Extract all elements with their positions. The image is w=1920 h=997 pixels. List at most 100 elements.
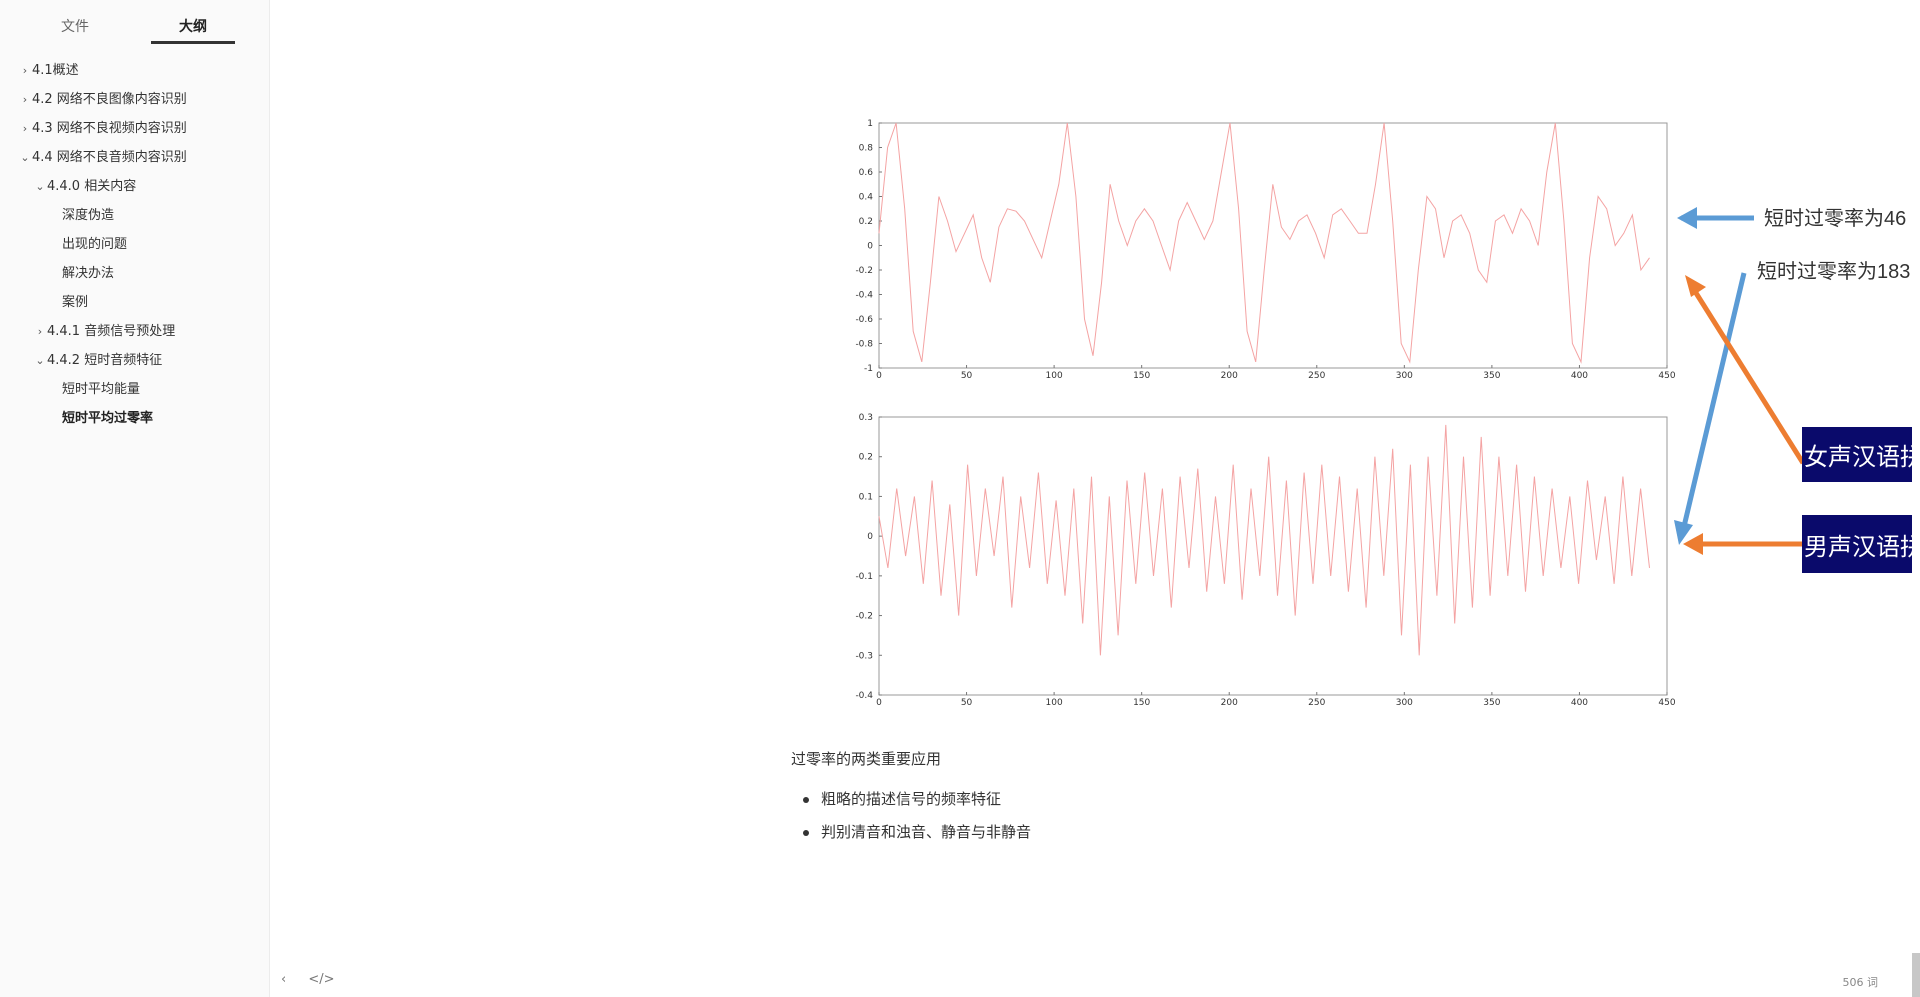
- outline-item-label: 4.3 网络不良视频内容识别: [32, 121, 187, 136]
- x-tick-label: 50: [961, 698, 973, 708]
- chart-bottom-ticks: 0 50 100 150 200 250 300 350 400 4500.30.20.10-0.…: [855, 413, 1675, 708]
- outline-item-label: 4.4.1 音频信号预处理: [47, 324, 176, 339]
- y-tick-label: -0.4: [855, 691, 873, 701]
- male-label: 男声汉语拼音s: [1804, 534, 1920, 561]
- annotation-top: 短时过零率为46: [1764, 207, 1906, 230]
- y-tick-label: -0.2: [855, 612, 873, 622]
- paragraph: 过零率的两类重要应用: [791, 750, 942, 768]
- y-tick-label: 0.2: [859, 453, 873, 463]
- male-label-box: [1802, 515, 1912, 573]
- orange-arrowhead-horizontal: [1683, 533, 1703, 555]
- chevron-down-icon[interactable]: ⌄: [35, 354, 45, 367]
- footer-toolbar: ‹ </>: [281, 972, 353, 987]
- y-tick-label: 1: [867, 119, 873, 129]
- x-tick-label: 300: [1396, 698, 1413, 708]
- outline-item-label: 4.4 网络不良音频内容识别: [32, 150, 187, 165]
- y-tick-label: 0: [867, 532, 873, 542]
- x-tick-label: 0: [876, 371, 882, 381]
- chevron-down-icon[interactable]: ⌄: [35, 180, 45, 193]
- x-tick-label: 400: [1571, 371, 1588, 381]
- back-icon[interactable]: ‹: [281, 972, 287, 987]
- list-item-text: 判别清音和浊音、静音与非静音: [821, 823, 1032, 841]
- sidebar: 文件 大纲 › 4.1概述 › 4.2 网络不良图像内容识别 › 4.3 网络不良视频…: [0, 0, 270, 997]
- list-item: 判别清音和浊音、静音与非静音: [791, 816, 1031, 849]
- outline-item-4-4-1[interactable]: › 4.4.1 音频信号预处理: [33, 321, 175, 343]
- chart-top: 0 50 100 150 200 250 300 350 400 450 1 0.8 0.6 0.4 0.2…: [855, 119, 1675, 381]
- female-label-box: [1802, 427, 1912, 482]
- y-tick-label: -1: [864, 364, 873, 374]
- outline-item-label: 4.1概述: [32, 63, 79, 78]
- chevron-down-icon[interactable]: ⌄: [20, 151, 30, 164]
- scrollbar-thumb[interactable]: [1912, 953, 1920, 997]
- chart-bottom-series: [878, 424, 1650, 656]
- y-tick-label: 0.1: [859, 492, 873, 502]
- active-tab-indicator: [151, 41, 235, 44]
- x-tick-label: 250: [1308, 698, 1325, 708]
- y-tick-label: 0: [867, 242, 873, 252]
- outline-item-4-4[interactable]: ⌄ 4.4 网络不良音频内容识别: [18, 147, 187, 169]
- outline-item-4-2[interactable]: › 4.2 网络不良图像内容识别: [18, 89, 187, 111]
- y-tick-label: -0.6: [855, 315, 873, 325]
- y-tick-label: -0.8: [855, 340, 873, 350]
- x-tick-label: 100: [1046, 698, 1063, 708]
- blue-arrowhead-diagonal: [1674, 520, 1693, 545]
- outline-item-label: 4.4.2 短时音频特征: [47, 353, 163, 368]
- x-tick-label: 200: [1221, 371, 1238, 381]
- outline-item-4-1[interactable]: › 4.1概述: [18, 60, 79, 82]
- outline-item-label: 深度伪造: [62, 208, 115, 223]
- outline-item-4-4-2[interactable]: ⌄ 4.4.2 短时音频特征: [33, 350, 162, 372]
- chevron-right-icon[interactable]: ›: [22, 93, 28, 106]
- y-tick-label: 0.2: [859, 217, 873, 227]
- x-tick-label: 350: [1483, 698, 1500, 708]
- x-tick-label: 300: [1396, 371, 1413, 381]
- chevron-right-icon[interactable]: ›: [22, 64, 28, 77]
- x-tick-label: 450: [1658, 371, 1675, 381]
- x-tick-label: 450: [1658, 698, 1675, 708]
- bullet-list: 粗略的描述信号的频率特征 判别清音和浊音、静音与非静音: [791, 783, 1031, 849]
- outline-item-problems[interactable]: 出现的问题: [62, 234, 127, 256]
- outline-item-label: 短时平均能量: [62, 382, 141, 397]
- tab-outline[interactable]: 大纲: [179, 19, 207, 35]
- outline-item-cases[interactable]: 案例: [62, 292, 88, 314]
- y-tick-label: 0.3: [859, 413, 873, 423]
- y-tick-label: -0.1: [855, 572, 873, 582]
- x-tick-label: 350: [1483, 371, 1500, 381]
- outline-item-solutions[interactable]: 解决办法: [62, 263, 114, 285]
- outline-item-deepfake[interactable]: 深度伪造: [62, 205, 114, 227]
- outline-item-label: 出现的问题: [62, 237, 128, 252]
- tab-files[interactable]: 文件: [61, 19, 89, 35]
- zero-crossing-figure: 0 50 100 150 200 250 300 350 400 450 1 0.8 0.6 0.4 0.2…: [819, 115, 1920, 715]
- blue-arrowhead-top: [1677, 207, 1697, 229]
- chevron-right-icon[interactable]: ›: [37, 325, 43, 338]
- blue-arrow-diagonal: [1679, 272, 1747, 536]
- outline-item-short-time-energy[interactable]: 短时平均能量: [62, 379, 140, 401]
- outline-item-label: 4.2 网络不良图像内容识别: [32, 92, 187, 107]
- x-tick-label: 100: [1046, 371, 1063, 381]
- body-text: 过零率的两类重要应用 粗略的描述信号的频率特征 判别清音和浊音、静音与非静音: [791, 748, 1031, 849]
- y-tick-label: -0.2: [855, 266, 873, 276]
- x-tick-label: 200: [1221, 698, 1238, 708]
- figure-svg: 0 50 100 150 200 250 300 350 400 450 1 0.8 0.6 0.4 0.2…: [855, 119, 1920, 708]
- y-tick-label: 0.4: [859, 193, 874, 203]
- chart-bottom: 0 50 100 150 200 250 300 350 400 4500.30.20.10-0.…: [855, 413, 1675, 708]
- outline-item-label: 4.4.0 相关内容: [47, 179, 137, 194]
- outline-item-label: 短时平均过零率: [62, 411, 154, 426]
- x-tick-label: 150: [1133, 371, 1150, 381]
- x-tick-label: 0: [876, 698, 882, 708]
- orange-arrow-diagonal: [1688, 283, 1806, 465]
- y-tick-label: 0.8: [859, 144, 874, 154]
- female-label: 女声汉语拼音a: [1804, 444, 1920, 471]
- outline-item-4-4-0[interactable]: ⌄ 4.4.0 相关内容: [33, 176, 136, 198]
- chart-bottom-frame: [878, 416, 1668, 696]
- document-area: 0 50 100 150 200 250 300 350 400 450 1 0.8 0.6 0.4 0.2…: [271, 0, 1920, 997]
- x-tick-label: 150: [1133, 698, 1150, 708]
- outline-item-4-3[interactable]: › 4.3 网络不良视频内容识别: [18, 118, 187, 140]
- outline-item-zero-crossing-rate[interactable]: 短时平均过零率: [62, 408, 153, 430]
- orange-arrowhead-diagonal: [1685, 275, 1706, 297]
- x-tick-label: 50: [961, 371, 973, 381]
- outline-item-label: 解决办法: [62, 266, 115, 281]
- source-code-icon[interactable]: </>: [308, 972, 335, 987]
- x-tick-label: 250: [1308, 371, 1325, 381]
- chevron-right-icon[interactable]: ›: [22, 122, 28, 135]
